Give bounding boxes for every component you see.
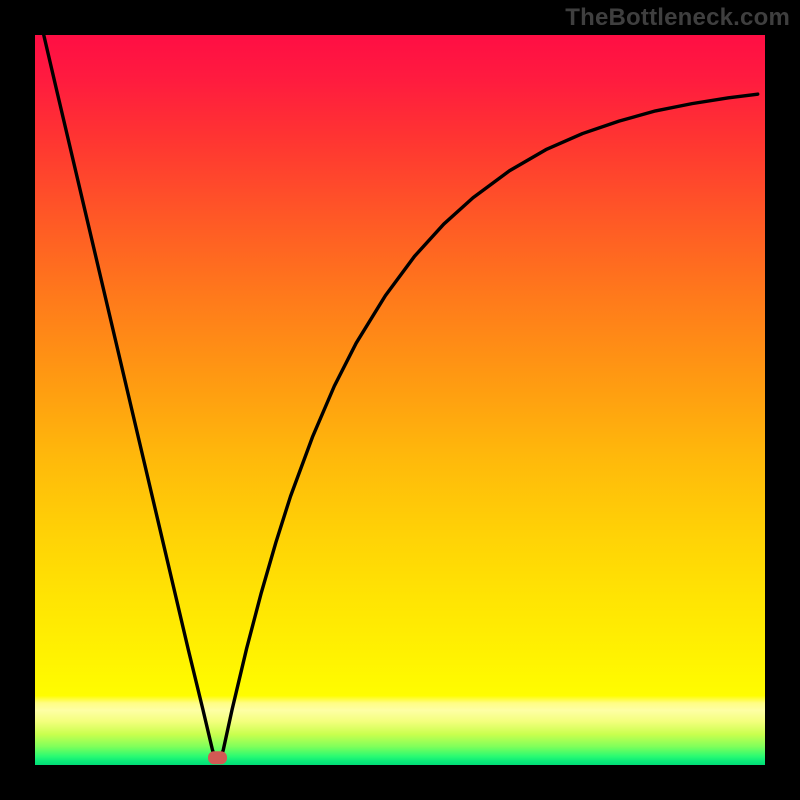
- chart-frame: TheBottleneck.com: [0, 0, 800, 800]
- gradient-background: [35, 35, 765, 765]
- gradient-plot: [35, 35, 765, 765]
- minimum-marker: [208, 751, 227, 764]
- watermark-text: TheBottleneck.com: [565, 4, 790, 32]
